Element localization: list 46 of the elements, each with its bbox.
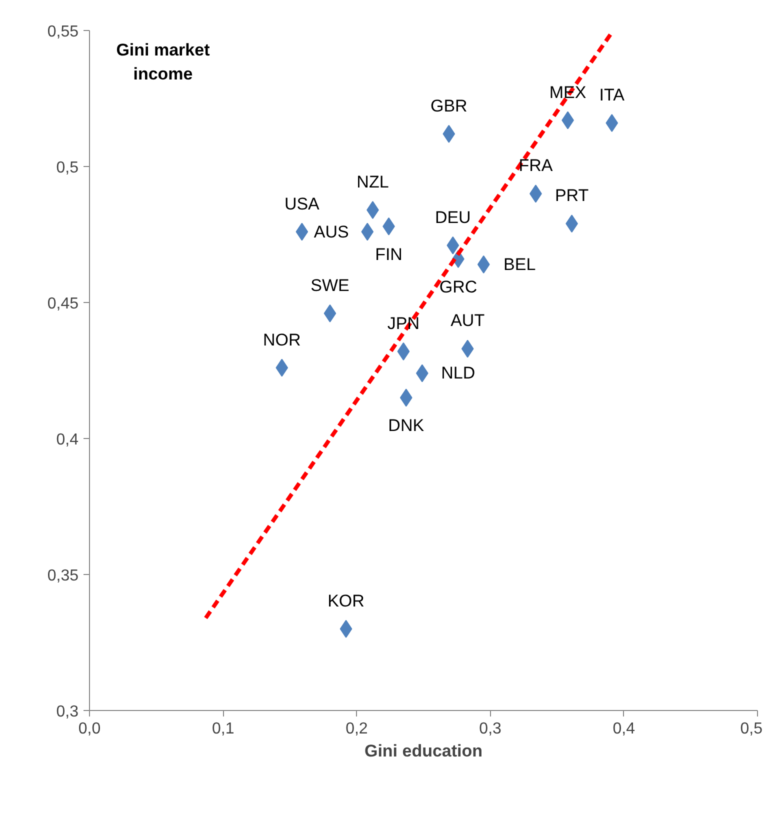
point (461, 340, 474, 358)
y-tick-label: 0,3 (56, 704, 79, 720)
annotation: AUS (314, 222, 349, 242)
annotation: MEX (549, 82, 586, 102)
x-tick-label: 0,2 (346, 720, 368, 738)
point (400, 388, 412, 407)
y-tick-label: 0,4 (56, 432, 79, 448)
annotation: NLD (441, 364, 476, 383)
point (606, 114, 618, 132)
point (446, 236, 460, 254)
point (442, 124, 456, 143)
point (276, 358, 288, 377)
annotation: ITA (599, 85, 626, 104)
point (397, 342, 410, 360)
annotation: GRC (439, 277, 478, 296)
x-tick-label: 0,1 (212, 720, 234, 738)
y-axis-title: Gini market income (116, 40, 210, 84)
point (296, 222, 308, 241)
annotation: DNK (388, 416, 425, 436)
annotation: KOR (328, 591, 364, 610)
annotation: JPN (387, 314, 420, 333)
annotation: SWE (310, 276, 350, 295)
x-tick-label: 0,4 (612, 720, 636, 738)
x-tick-label: 0,5 (740, 720, 763, 738)
point (416, 364, 428, 382)
annotation: USA (284, 194, 320, 214)
annotation: NOR (262, 330, 301, 350)
point (340, 620, 352, 638)
annotation: GBR (430, 96, 468, 116)
x-tick-label: 0,3 (479, 720, 502, 738)
annotation: BEL (504, 254, 536, 274)
x-axis-title: Gini education (364, 742, 483, 760)
y-tick-label: 0,5 (56, 160, 79, 176)
annotation: DEU (434, 208, 471, 227)
point (361, 222, 374, 241)
annotation: NZL (356, 172, 389, 192)
x-tick-label: 0,0 (78, 720, 101, 738)
annotation: AUT (450, 311, 485, 330)
y-tick-label: 0,45 (47, 296, 79, 312)
y-tick-label: 0,35 (47, 568, 79, 584)
y-tick-label: 0,55 (47, 24, 79, 40)
point (324, 304, 336, 322)
annotation: FRA (518, 156, 554, 176)
annotation: FIN (375, 244, 402, 264)
point (477, 255, 490, 274)
annotation: PRT (554, 186, 589, 206)
